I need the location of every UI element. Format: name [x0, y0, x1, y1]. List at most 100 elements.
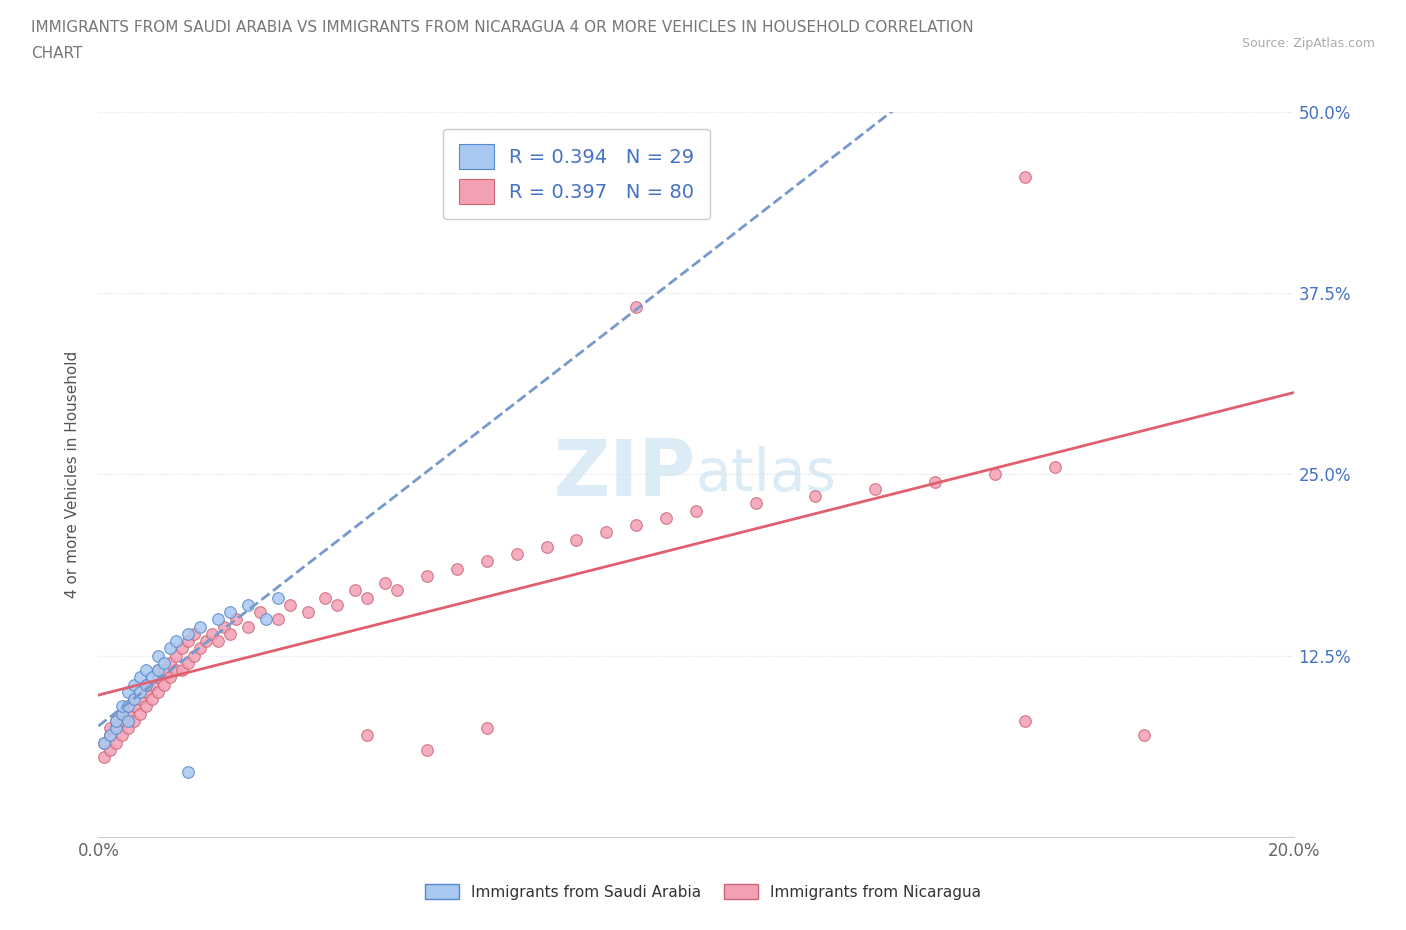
Point	[183, 648, 205, 663]
Point	[195, 633, 218, 648]
Point	[267, 612, 290, 627]
Legend: R = 0.394   N = 29, R = 0.397   N = 80: R = 0.394 N = 29, R = 0.397 N = 80	[443, 128, 710, 219]
Point	[177, 764, 200, 779]
Point	[416, 742, 439, 757]
Point	[153, 677, 176, 692]
Point	[177, 627, 200, 642]
Point	[98, 721, 122, 736]
Point	[278, 597, 301, 612]
Point	[356, 591, 378, 605]
Point	[626, 518, 648, 533]
Text: ZIP: ZIP	[554, 436, 696, 512]
Point	[129, 706, 152, 721]
Point	[297, 604, 319, 619]
Point	[595, 525, 617, 539]
Point	[135, 663, 157, 678]
Point	[98, 728, 122, 743]
Point	[865, 482, 887, 497]
Point	[111, 713, 134, 728]
Point	[141, 692, 163, 707]
Point	[326, 597, 349, 612]
Point	[207, 633, 229, 648]
Point	[188, 641, 211, 656]
Point	[148, 684, 170, 699]
Text: CHART: CHART	[31, 46, 83, 61]
Point	[93, 736, 115, 751]
Point	[219, 604, 242, 619]
Point	[385, 583, 409, 598]
Point	[254, 612, 277, 627]
Point	[685, 503, 707, 518]
Point	[141, 677, 163, 692]
Point	[416, 568, 439, 583]
Point	[626, 300, 648, 315]
Point	[207, 612, 229, 627]
Point	[148, 663, 170, 678]
Point	[93, 736, 115, 751]
Point	[159, 656, 181, 671]
Point	[165, 648, 187, 663]
Point	[135, 699, 157, 714]
Point	[153, 663, 176, 678]
Point	[183, 627, 205, 642]
Point	[135, 684, 157, 699]
Point	[117, 699, 139, 714]
Point	[141, 670, 163, 684]
Point	[111, 706, 134, 721]
Point	[1014, 713, 1036, 728]
Point	[124, 677, 146, 692]
Point	[124, 699, 146, 714]
Point	[984, 467, 1007, 482]
Point	[117, 684, 139, 699]
Point	[124, 692, 146, 707]
Point	[536, 539, 558, 554]
Point	[1133, 728, 1156, 743]
Point	[446, 561, 468, 576]
Text: atlas: atlas	[696, 445, 837, 503]
Point	[159, 641, 181, 656]
Point	[105, 736, 128, 751]
Legend: Immigrants from Saudi Arabia, Immigrants from Nicaragua: Immigrants from Saudi Arabia, Immigrants…	[419, 877, 987, 906]
Point	[98, 728, 122, 743]
Point	[105, 721, 128, 736]
Point	[356, 728, 378, 743]
Point	[315, 591, 337, 605]
Point	[129, 670, 152, 684]
Point	[655, 511, 678, 525]
Point	[225, 612, 247, 627]
Point	[165, 633, 187, 648]
Point	[148, 648, 170, 663]
Point	[129, 692, 152, 707]
Point	[124, 713, 146, 728]
Point	[98, 742, 122, 757]
Point	[177, 633, 200, 648]
Point	[135, 677, 157, 692]
Point	[159, 670, 181, 684]
Point	[111, 706, 134, 721]
Text: Source: ZipAtlas.com: Source: ZipAtlas.com	[1241, 37, 1375, 50]
Point	[153, 656, 176, 671]
Point	[111, 728, 134, 743]
Point	[117, 699, 139, 714]
Point	[212, 619, 235, 634]
Point	[105, 721, 128, 736]
Point	[1043, 459, 1066, 474]
Point	[475, 554, 498, 569]
Point	[1014, 169, 1036, 184]
Point	[201, 627, 224, 642]
Y-axis label: 4 or more Vehicles in Household: 4 or more Vehicles in Household	[65, 351, 80, 598]
Point	[924, 474, 946, 489]
Point	[475, 721, 498, 736]
Point	[165, 663, 187, 678]
Point	[177, 656, 200, 671]
Point	[745, 496, 768, 511]
Point	[236, 597, 259, 612]
Point	[148, 663, 170, 678]
Point	[219, 627, 242, 642]
Point	[267, 591, 290, 605]
Point	[117, 713, 139, 728]
Point	[93, 750, 115, 764]
Point	[105, 713, 128, 728]
Point	[172, 641, 194, 656]
Point	[374, 576, 396, 591]
